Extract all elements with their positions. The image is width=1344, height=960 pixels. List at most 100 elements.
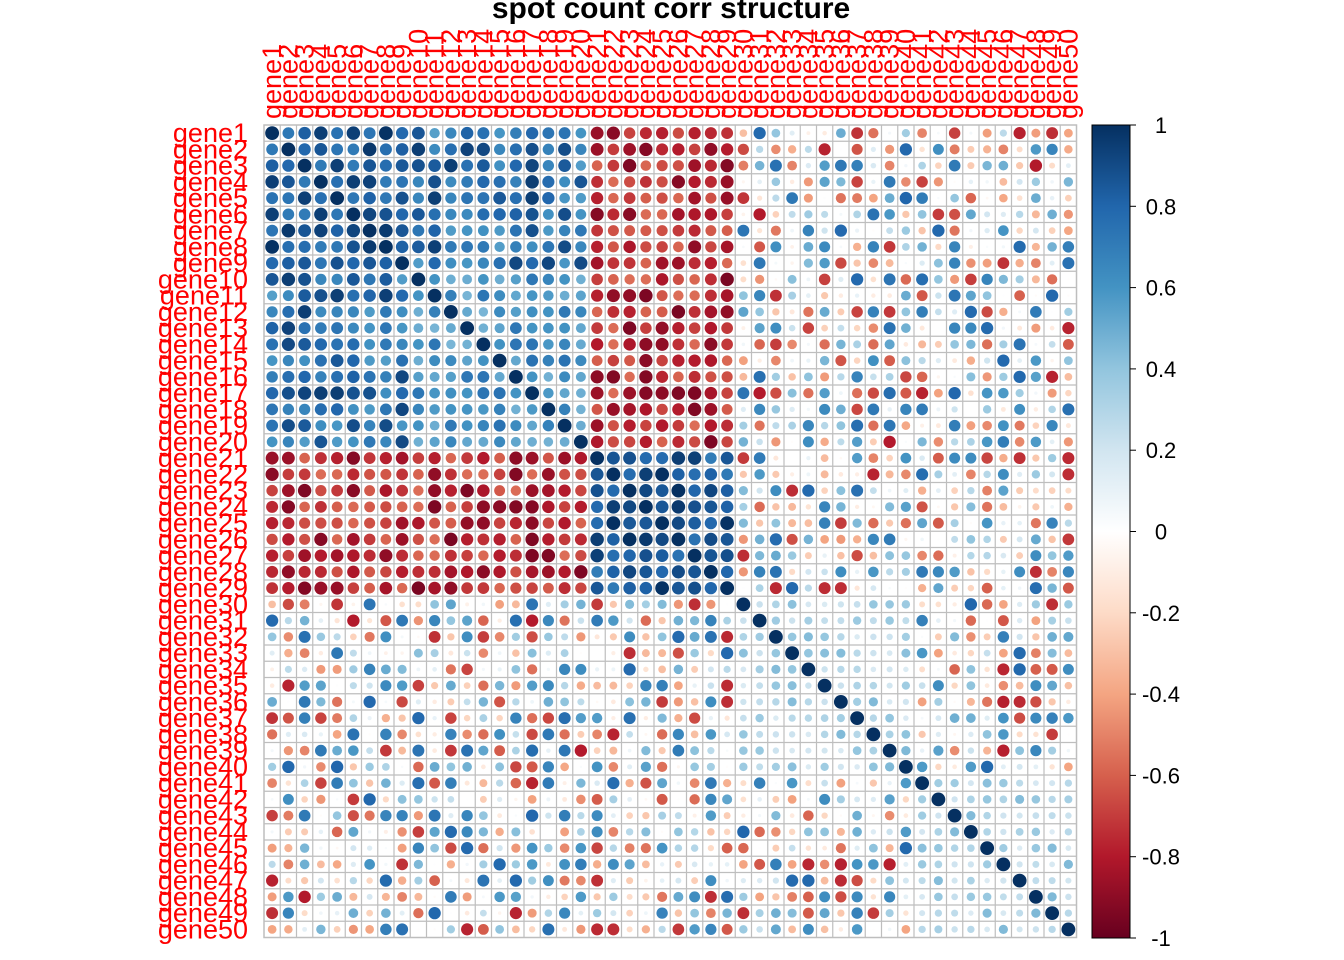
cell-circle: [918, 795, 927, 804]
cell-circle: [703, 564, 718, 579]
cell-circle: [314, 354, 327, 367]
cell-circle: [980, 760, 994, 774]
cell-circle: [609, 892, 618, 902]
cell-circle: [384, 603, 388, 606]
cell-circle: [511, 843, 521, 853]
cell-circle: [609, 600, 617, 608]
column-label: gene29: [712, 29, 742, 119]
cell-circle: [542, 208, 554, 220]
cell-circle: [412, 224, 425, 237]
cell-circle: [593, 747, 601, 754]
cell-circle: [690, 746, 700, 756]
cell-circle: [432, 732, 437, 737]
cell-circle: [804, 616, 813, 625]
cell-circle: [430, 599, 440, 609]
cell-circle: [396, 582, 408, 594]
cell-circle: [545, 601, 551, 607]
cell-circle: [1029, 582, 1042, 595]
cell-circle: [557, 418, 572, 433]
cell-circle: [298, 126, 311, 140]
cell-circle: [590, 419, 604, 433]
row-label: gene27: [158, 541, 248, 571]
cell-circle: [347, 143, 360, 156]
cell-circle: [821, 617, 829, 625]
cell-circle: [576, 794, 586, 805]
cell-circle: [315, 322, 327, 334]
cell-circle: [919, 666, 926, 673]
cell-circle: [981, 452, 993, 464]
cell-circle: [335, 846, 339, 850]
cell-circle: [837, 763, 844, 770]
cell-circle: [1015, 389, 1024, 398]
cell-circle: [397, 729, 407, 740]
cell-circle: [477, 484, 490, 497]
cell-circle: [658, 811, 667, 820]
cell-circle: [334, 618, 340, 624]
cell-circle: [413, 257, 424, 269]
cell-circle: [543, 339, 554, 350]
cell-circle: [803, 810, 814, 821]
cell-circle: [494, 127, 505, 139]
cell-circle: [1065, 812, 1072, 819]
cell-circle: [330, 386, 344, 400]
cell-circle: [316, 924, 326, 935]
cell-circle: [334, 877, 340, 884]
cell-circle: [494, 436, 506, 448]
cell-circle: [934, 892, 943, 902]
cell-circle: [704, 208, 718, 221]
cell-circle: [298, 272, 312, 286]
cell-circle: [477, 387, 490, 400]
cell-circle: [736, 597, 751, 612]
cell-circle: [314, 257, 327, 270]
cell-circle: [1016, 617, 1023, 624]
cell-circle: [395, 386, 409, 400]
cell-circle: [755, 519, 764, 527]
cell-circle: [316, 664, 326, 674]
cell-circle: [431, 796, 438, 803]
cell-circle: [672, 923, 685, 936]
cell-circle: [740, 666, 747, 673]
cell-circle: [854, 504, 860, 510]
cell-circle: [820, 470, 829, 479]
cell-circle: [559, 371, 571, 383]
cell-circle: [592, 729, 603, 740]
cell-circle: [494, 323, 505, 334]
cell-circle: [269, 650, 275, 656]
cell-circle: [493, 387, 506, 400]
cell-circle: [477, 127, 490, 140]
cell-circle: [541, 548, 556, 563]
cell-circle: [752, 613, 767, 628]
cell-circle: [462, 436, 473, 447]
cell-circle: [607, 582, 620, 594]
cell-circle: [769, 159, 782, 172]
cell-circle: [820, 648, 830, 658]
cell-circle: [1049, 195, 1055, 201]
cell-circle: [282, 208, 295, 221]
cell-circle: [281, 565, 295, 579]
cell-circle: [299, 452, 310, 464]
cell-circle: [1046, 517, 1058, 529]
cell-circle: [804, 648, 813, 658]
cell-circle: [772, 747, 780, 754]
cell-circle: [707, 828, 715, 836]
cell-circle: [477, 533, 490, 546]
cell-circle: [819, 176, 830, 187]
cell-circle: [607, 143, 620, 156]
cell-circle: [657, 713, 667, 723]
cell-circle: [379, 273, 393, 286]
cell-circle: [541, 467, 555, 481]
cell-circle: [672, 435, 685, 448]
cell-circle: [672, 354, 685, 367]
cell-circle: [966, 713, 976, 723]
cell-circle: [1015, 746, 1025, 756]
cell-circle: [886, 633, 893, 641]
cell-circle: [1030, 648, 1041, 659]
cell-circle: [317, 877, 324, 884]
cell-circle: [330, 581, 344, 595]
cell-circle: [577, 698, 585, 706]
cell-circle: [445, 241, 457, 253]
cell-circle: [1064, 502, 1073, 512]
cell-circle: [999, 177, 1008, 186]
cell-circle: [837, 617, 845, 625]
cell-circle: [932, 680, 944, 692]
